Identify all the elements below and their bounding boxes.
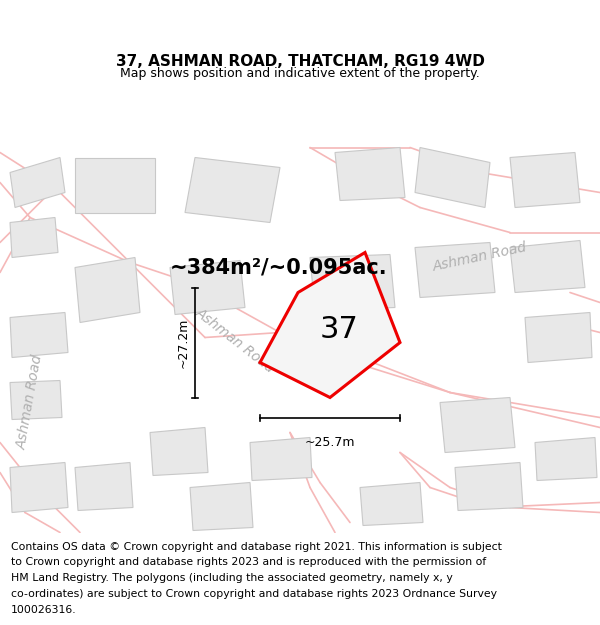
Polygon shape: [260, 253, 400, 398]
Polygon shape: [190, 482, 253, 531]
Text: ~25.7m: ~25.7m: [305, 436, 355, 449]
Polygon shape: [75, 462, 133, 511]
Text: HM Land Registry. The polygons (including the associated geometry, namely x, y: HM Land Registry. The polygons (includin…: [11, 573, 452, 583]
Text: ~27.2m: ~27.2m: [176, 318, 190, 368]
Text: Ashman Road: Ashman Road: [15, 354, 45, 451]
Polygon shape: [75, 158, 155, 212]
Text: co-ordinates) are subject to Crown copyright and database rights 2023 Ordnance S: co-ordinates) are subject to Crown copyr…: [11, 589, 497, 599]
Polygon shape: [10, 462, 68, 512]
Polygon shape: [360, 482, 423, 526]
Text: Map shows position and indicative extent of the property.: Map shows position and indicative extent…: [120, 68, 480, 80]
Polygon shape: [185, 158, 280, 222]
Polygon shape: [415, 148, 490, 208]
Polygon shape: [75, 258, 140, 322]
Polygon shape: [170, 261, 245, 314]
Polygon shape: [525, 312, 592, 362]
Polygon shape: [10, 381, 62, 419]
Text: Ashman Road: Ashman Road: [431, 241, 529, 274]
Polygon shape: [10, 217, 58, 258]
Polygon shape: [510, 152, 580, 208]
Polygon shape: [10, 312, 68, 358]
Text: ~384m²/~0.095ac.: ~384m²/~0.095ac.: [170, 258, 388, 278]
Polygon shape: [535, 438, 597, 481]
Polygon shape: [510, 241, 585, 292]
Text: to Crown copyright and database rights 2023 and is reproduced with the permissio: to Crown copyright and database rights 2…: [11, 558, 486, 568]
Polygon shape: [310, 254, 395, 311]
Polygon shape: [335, 148, 405, 201]
Polygon shape: [415, 242, 495, 298]
Polygon shape: [455, 462, 523, 511]
Text: 37, ASHMAN ROAD, THATCHAM, RG19 4WD: 37, ASHMAN ROAD, THATCHAM, RG19 4WD: [116, 54, 484, 69]
Text: 37: 37: [319, 315, 358, 344]
Text: Contains OS data © Crown copyright and database right 2021. This information is : Contains OS data © Crown copyright and d…: [11, 542, 502, 552]
Text: 100026316.: 100026316.: [11, 605, 76, 615]
Text: Ashman Road: Ashman Road: [193, 306, 277, 376]
Polygon shape: [10, 158, 65, 208]
Polygon shape: [150, 428, 208, 476]
Polygon shape: [440, 398, 515, 452]
Polygon shape: [250, 438, 312, 481]
